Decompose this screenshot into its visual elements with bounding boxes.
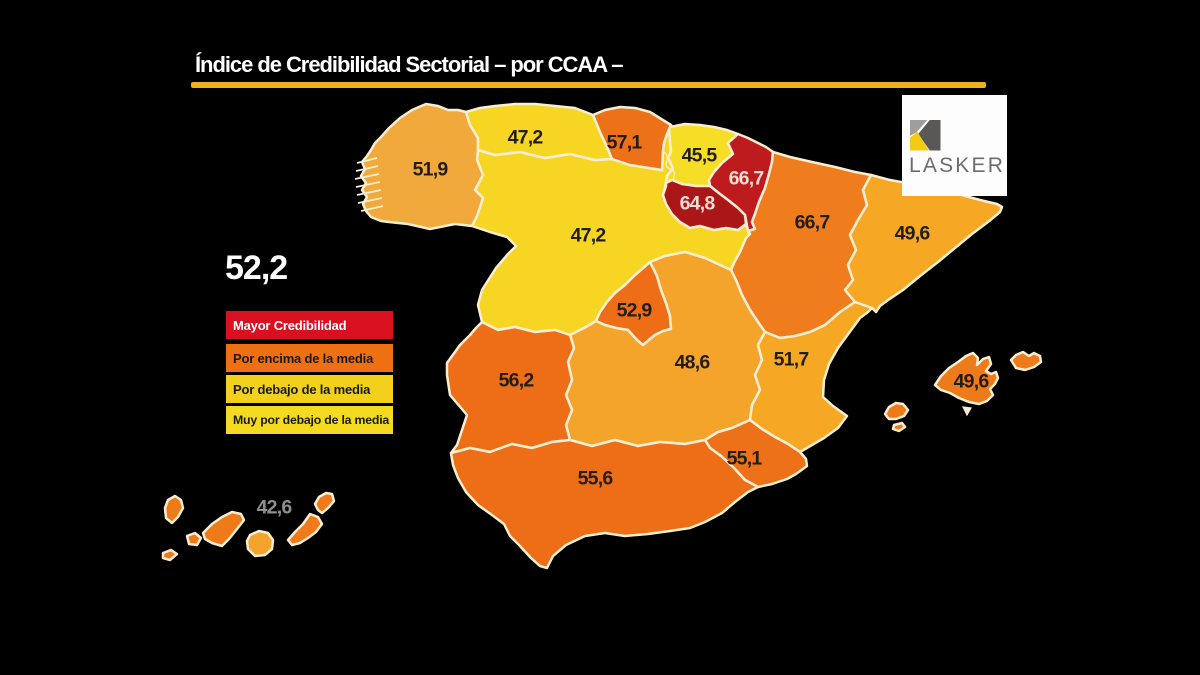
svg-text:LASKER: LASKER — [909, 154, 1005, 177]
